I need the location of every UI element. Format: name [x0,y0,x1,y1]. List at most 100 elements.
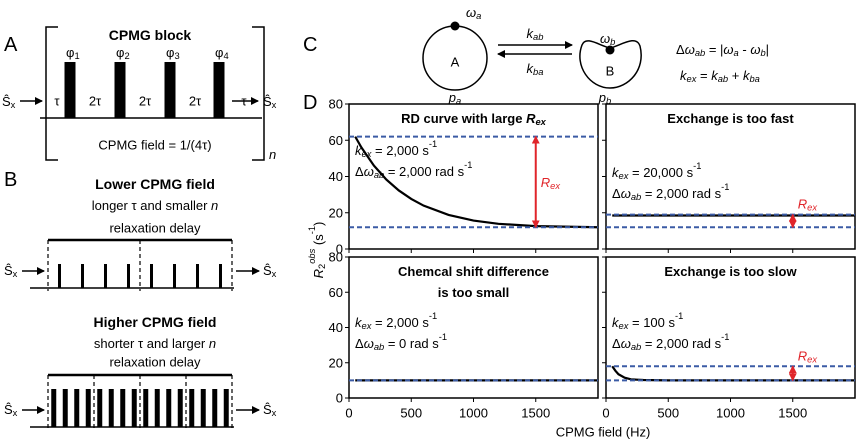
y-tick-label: 20 [329,355,343,370]
text-part: x [272,100,277,110]
magnetization: Ŝx [2,94,16,111]
text-part: p [448,90,456,105]
chart-title: Exchange is too slow [664,264,797,279]
field-formula: CPMG field = 1/(4τ) [98,138,211,153]
pulse [131,389,137,427]
text-part: R [798,196,807,211]
text-part: ) [311,222,326,226]
text-part: ex [362,149,372,159]
text-part: x [13,408,18,418]
phase-label: φ2 [116,45,130,62]
text-part: ex [535,117,546,127]
text-part: ex [687,74,697,84]
text-part: Δ [355,336,364,351]
text-part: R [311,269,326,278]
x-tick-label: 1500 [778,406,807,421]
pulse [74,389,80,427]
text-part: p [598,90,606,105]
text-part: Ŝ [263,263,272,278]
text-part: ω [364,336,374,351]
text-part: R [541,174,550,189]
site [605,45,615,55]
text-part: ab [374,170,384,180]
text-part: Ŝ [263,402,272,417]
panel-b: B Lower CPMG field longer τ and smaller … [4,169,277,418]
panel-d: D R2obs (s-1) CPMG field (Hz) 020406080R… [303,92,856,440]
text-part: φ [215,45,223,60]
text-part: ab [695,48,705,58]
curve [611,365,855,382]
text-part: Δ [612,336,621,351]
text-part: R [798,348,807,363]
text-part: k [612,315,620,330]
y-tick-label: 0 [336,242,343,257]
text-part: = 2,000 s [371,143,429,158]
text-part: a [734,48,739,58]
pulse [219,264,222,288]
chart-title: Chemcal shift difference [398,264,549,279]
text-part: ω [750,42,760,57]
rex-label: Rex [798,196,818,213]
block-subtitle: shorter τ and larger n [94,336,216,351]
annotation: Δωab = 2,000 rad s-1 [612,182,729,202]
magnetization: Ŝx [4,263,18,280]
text-part: = [696,68,711,83]
pulse [64,62,76,118]
text-part: = 20,000 s [628,165,693,180]
text-part: 2 [317,264,327,269]
magnetization: Ŝx [4,402,18,419]
x-tick-label: 500 [657,406,679,421]
annotation: kex = 2,000 s-1 [355,311,437,331]
text-part: = | [705,42,723,57]
text-part: = 0 rad s [384,336,439,351]
repeat-label: n [269,147,276,162]
delay-label: τ [54,94,60,109]
pulse [51,389,57,427]
rex-label: Rex [798,348,818,365]
population-label: pb [598,90,611,107]
x-tick-label: 0 [602,406,609,421]
text-part: = 2,000 s [371,315,429,330]
pulse [212,389,218,427]
text-part: ex [807,354,817,364]
y-tick-label: 40 [329,320,343,335]
delay-label: relaxation delay [109,221,201,236]
text-part: is too small [438,285,510,300]
y-tick-label: 60 [329,133,343,148]
panel-a: A CPMG block n Ŝx Ŝx CPMG field = 1/(4τ) [2,26,277,162]
text-part: -1 [693,161,701,171]
pulse [164,62,176,118]
text-part: longer τ and smaller [92,198,211,213]
state-b-shape [579,40,642,89]
text-part: n [209,336,216,351]
pulse [196,264,199,288]
text-part: = 100 s [628,315,675,330]
text-part: - [739,42,751,57]
text-part: n [269,147,276,162]
block-title: Lower CPMG field [95,176,215,192]
y-tick-label: 20 [329,205,343,220]
pulse [120,389,126,427]
bracket [45,26,58,161]
phase-label: φ1 [66,45,80,62]
text-part: ω [685,42,695,57]
text-part: -1 [675,311,683,321]
pulse [223,389,229,427]
y-tick-label: 80 [329,97,343,112]
delay-label: τ [241,94,247,109]
text-part: ex [807,203,817,213]
delay-label: 2τ [139,94,152,109]
annotation: kex = 2,000 s-1 [355,139,437,159]
text-part: = 2,000 rad s [384,164,464,179]
population-label: pa [448,90,461,107]
text-part: ex [619,171,629,181]
state-label: B [606,64,615,79]
chart-title: is too small [438,285,510,300]
panel-label: D [303,92,317,114]
annotation: Δωab = 2,000 rad s-1 [612,332,729,352]
text-part: b [760,48,765,58]
text-part: x [272,269,277,279]
text-part: Δ [355,164,364,179]
bracket [252,26,265,161]
